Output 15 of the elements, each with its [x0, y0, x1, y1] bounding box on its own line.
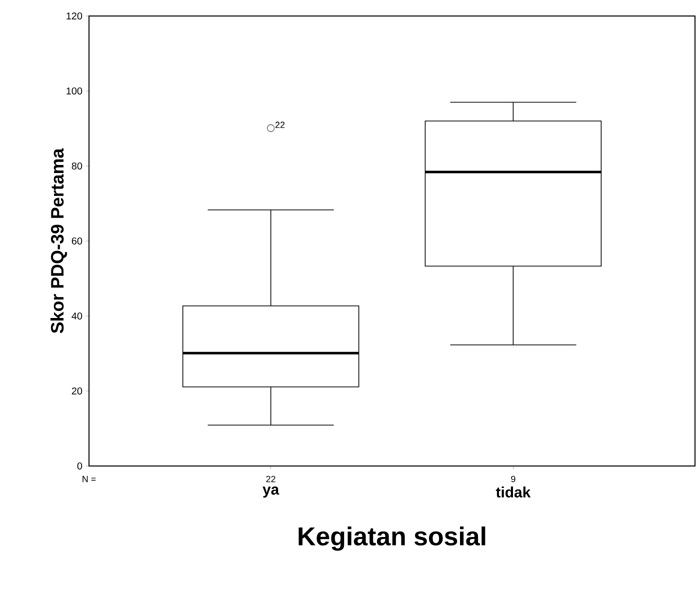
y-tick-label: 20: [72, 387, 82, 395]
text: N =: [82, 476, 96, 482]
text: 22: [266, 476, 276, 482]
y-tick-label: 120: [66, 12, 82, 20]
y-tick-label: 80: [72, 162, 82, 170]
x-axis-title: Kegiatan sosial: [298, 526, 486, 551]
x-tick-label: ya: [262, 486, 280, 498]
y-tick-label: 40: [72, 312, 82, 320]
annotation: 22: [275, 122, 285, 128]
x-tick-label: tidak: [496, 486, 531, 498]
y-axis-title: Skor PDQ-39 Pertama: [50, 148, 68, 334]
y-tick-label: 0: [77, 462, 82, 470]
y-tick-label: 100: [66, 87, 82, 95]
y-tick-label: 60: [72, 237, 82, 245]
text: 9: [511, 476, 516, 482]
